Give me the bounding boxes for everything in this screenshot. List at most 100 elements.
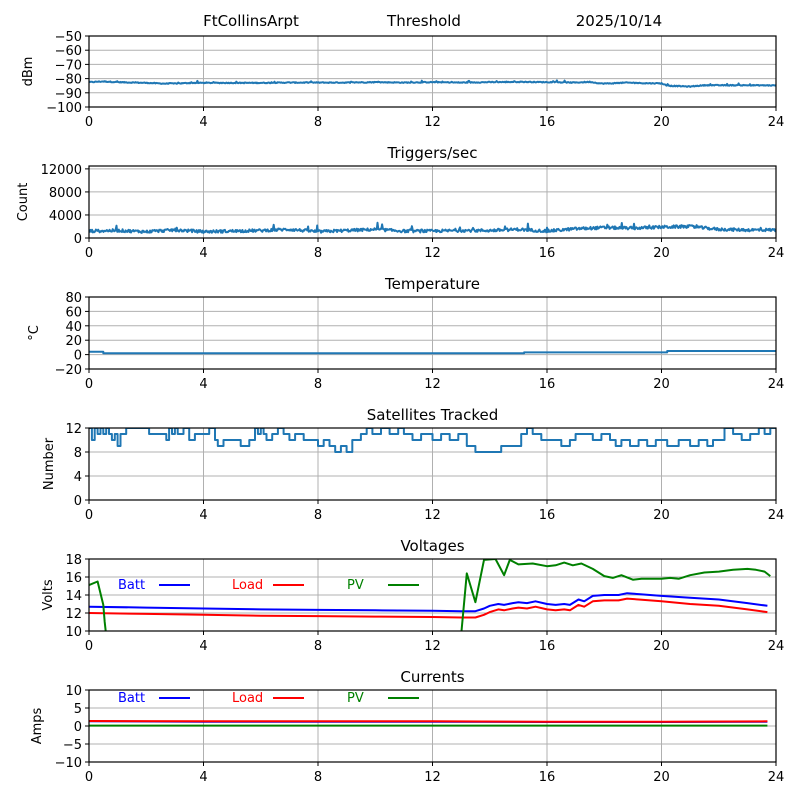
chart-panel-satellites: Satellites Tracked 0 4 8 12 16 20 24 0 4 8 12 Number — [42, 406, 784, 523]
chart-title: Voltages — [400, 537, 464, 555]
y-tick-label: −90 — [55, 87, 82, 102]
y-tick-label: 12 — [65, 607, 82, 622]
chart-panel-currents: Currents Batt Load PV 0 4 8 12 16 20 24 −10 −5 0 5 10 Am… — [30, 668, 784, 785]
x-tick-label: 8 — [314, 115, 322, 130]
y-tick-label: 60 — [65, 305, 82, 320]
series-line-temperature — [89, 350, 776, 355]
y-tick-label: 14 — [65, 589, 82, 604]
chart-panel-triggers: Triggers/sec 0 4 8 12 16 20 24 0 4000 8000 12000 Cou… — [16, 144, 784, 261]
chart-title: Satellites Tracked — [367, 406, 498, 424]
y-axis-label: dBm — [21, 57, 36, 87]
metric-name: Threshold — [386, 12, 461, 30]
x-tick-label: 24 — [768, 770, 785, 785]
y-tick-label: −100 — [46, 101, 82, 116]
y-tick-label: 10 — [65, 684, 82, 699]
plot-area — [89, 79, 776, 88]
x-tick-label: 8 — [314, 246, 322, 261]
x-tick-label: 16 — [539, 639, 556, 654]
x-tick-label: 24 — [768, 377, 785, 392]
x-tick-label: 20 — [653, 377, 670, 392]
x-tick-label: 0 — [85, 246, 93, 261]
x-tick-label: 16 — [539, 770, 556, 785]
chart-title: Currents — [400, 668, 464, 686]
station-name: FtCollinsArpt — [203, 12, 299, 30]
y-tick-label: 12 — [65, 422, 82, 437]
y-tick-label: 20 — [65, 334, 82, 349]
plot-area — [89, 720, 768, 727]
x-tick-label: 12 — [424, 115, 441, 130]
y-axis-label: Number — [42, 437, 57, 490]
y-tick-label: 10 — [65, 625, 82, 640]
x-tick-label: 20 — [653, 639, 670, 654]
y-axis-label: Amps — [30, 707, 45, 744]
y-tick-label: 0 — [74, 494, 82, 509]
x-tick-label: 12 — [424, 377, 441, 392]
y-tick-label: 80 — [65, 291, 82, 306]
y-tick-label: −80 — [55, 73, 82, 88]
plot-area — [89, 559, 771, 631]
x-tick-label: 4 — [199, 246, 207, 261]
x-tick-label: 20 — [653, 508, 670, 523]
x-tick-label: 16 — [539, 377, 556, 392]
y-tick-label: 0 — [74, 349, 82, 364]
series-line-pv — [89, 559, 771, 631]
plot-area — [89, 428, 776, 453]
x-tick-label: 20 — [653, 115, 670, 130]
x-tick-label: 0 — [85, 115, 93, 130]
y-tick-label: −5 — [63, 738, 82, 753]
x-tick-label: 16 — [539, 508, 556, 523]
x-tick-label: 4 — [199, 770, 207, 785]
y-axis-label: Volts — [41, 579, 56, 611]
x-tick-label: 0 — [85, 508, 93, 523]
legend-label-pv: PV — [347, 691, 364, 706]
legend-label-load: Load — [232, 691, 263, 706]
series-line-satellites — [89, 428, 776, 453]
chart-panel-threshold: 0 4 8 12 16 20 24 −100−90−80−70−60−50 dBm — [21, 30, 784, 130]
y-tick-label: 18 — [65, 553, 82, 568]
legend-label-batt: Batt — [118, 691, 145, 706]
x-tick-label: 0 — [85, 639, 93, 654]
chart-panel-voltages: Voltages Batt Load PV 0 4 8 12 16 20 24 10 12 14 16 18 V… — [41, 537, 784, 654]
x-tick-label: 0 — [85, 377, 93, 392]
series-line-threshold — [89, 79, 776, 88]
legend-label-pv: PV — [347, 578, 364, 593]
x-tick-label: 8 — [314, 770, 322, 785]
x-tick-label: 16 — [539, 246, 556, 261]
chart-title: Triggers/sec — [387, 144, 478, 162]
x-tick-label: 12 — [424, 508, 441, 523]
x-tick-label: 12 — [424, 770, 441, 785]
y-tick-label: 5 — [74, 702, 82, 717]
x-tick-label: 0 — [85, 770, 93, 785]
plot-area — [89, 350, 776, 355]
legend-label-load: Load — [232, 578, 263, 593]
x-tick-label: 4 — [199, 377, 207, 392]
report-date: 2025/10/14 — [576, 12, 662, 30]
y-axis-label: °C — [27, 325, 42, 341]
series-line-batt — [89, 592, 768, 613]
y-tick-label: 40 — [65, 320, 82, 335]
y-tick-label: −60 — [55, 44, 82, 59]
x-tick-label: 24 — [768, 246, 785, 261]
figure-header: FtCollinsArpt Threshold 2025/10/14 — [203, 12, 662, 30]
x-tick-label: 12 — [424, 246, 441, 261]
y-tick-label: −20 — [55, 363, 82, 378]
series-line-load — [89, 597, 768, 619]
series-line-load — [89, 720, 768, 723]
x-tick-label: 4 — [199, 639, 207, 654]
y-tick-label: −10 — [55, 756, 82, 771]
y-tick-label: 8000 — [49, 186, 82, 201]
y-tick-label: 0 — [74, 232, 82, 247]
x-tick-label: 8 — [314, 377, 322, 392]
y-tick-label: −70 — [55, 58, 82, 73]
series-line-triggers-sec — [89, 221, 776, 234]
x-tick-label: 8 — [314, 639, 322, 654]
plot-area — [89, 221, 776, 234]
x-tick-label: 20 — [653, 770, 670, 785]
x-tick-label: 12 — [424, 639, 441, 654]
x-tick-label: 24 — [768, 639, 785, 654]
x-tick-label: 24 — [768, 508, 785, 523]
x-tick-label: 20 — [653, 246, 670, 261]
x-tick-label: 16 — [539, 115, 556, 130]
